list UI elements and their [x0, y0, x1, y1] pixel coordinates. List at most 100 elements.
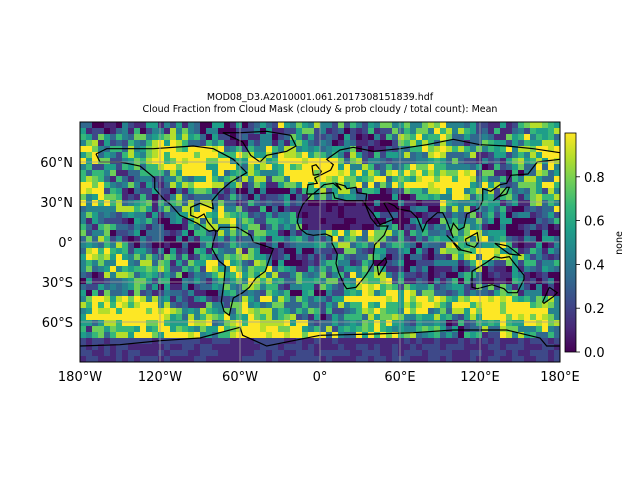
cloud-cell	[332, 206, 338, 212]
cloud-cell	[164, 284, 170, 290]
cloud-cell	[92, 200, 98, 206]
cloud-cell	[458, 332, 464, 338]
cloud-cell	[464, 164, 470, 170]
cloud-cell	[422, 164, 428, 170]
cloud-cell	[326, 290, 332, 296]
cloud-cell	[200, 344, 206, 350]
cloud-cell	[158, 344, 164, 350]
cloud-cell	[260, 188, 266, 194]
cloud-cell	[536, 284, 542, 290]
cloud-cell	[548, 302, 554, 308]
cloud-cell	[374, 146, 380, 152]
cloud-cell	[434, 212, 440, 218]
cloud-cell	[326, 314, 332, 320]
cloud-cell	[272, 242, 278, 248]
cloud-cell	[182, 254, 188, 260]
cloud-cell	[266, 218, 272, 224]
cloud-cell	[194, 218, 200, 224]
cloud-cell	[110, 206, 116, 212]
cloud-cell	[428, 194, 434, 200]
cloud-cell	[326, 356, 332, 362]
cloud-cell	[146, 188, 152, 194]
cloud-cell	[362, 290, 368, 296]
cloud-cell	[104, 320, 110, 326]
cloud-cell	[434, 128, 440, 134]
cloud-cell	[470, 296, 476, 302]
cloud-cell	[536, 320, 542, 326]
cloud-cell	[476, 266, 482, 272]
cloud-cell	[200, 314, 206, 320]
cloud-cell	[110, 200, 116, 206]
cloud-cell	[128, 224, 134, 230]
cloud-cell	[164, 326, 170, 332]
cloud-cell	[356, 236, 362, 242]
cloud-cell	[170, 290, 176, 296]
cloud-cell	[518, 218, 524, 224]
cloud-fraction-field	[80, 122, 560, 362]
cloud-cell	[110, 344, 116, 350]
cloud-cell	[218, 134, 224, 140]
cloud-cell	[146, 254, 152, 260]
cloud-cell	[368, 296, 374, 302]
cloud-cell	[218, 140, 224, 146]
cloud-cell	[236, 326, 242, 332]
cloud-cell	[344, 326, 350, 332]
cloud-cell	[188, 188, 194, 194]
cloud-cell	[374, 170, 380, 176]
cloud-cell	[512, 266, 518, 272]
cloud-cell	[164, 350, 170, 356]
cloud-cell	[158, 272, 164, 278]
cloud-cell	[542, 170, 548, 176]
cloud-cell	[542, 254, 548, 260]
cloud-cell	[212, 290, 218, 296]
cloud-cell	[194, 164, 200, 170]
cloud-cell	[326, 272, 332, 278]
cloud-cell	[356, 296, 362, 302]
cloud-cell	[80, 158, 86, 164]
cloud-cell	[104, 164, 110, 170]
cloud-cell	[86, 152, 92, 158]
cloud-cell	[422, 338, 428, 344]
cloud-cell	[98, 236, 104, 242]
cloud-cell	[338, 350, 344, 356]
cloud-cell	[260, 164, 266, 170]
cloud-cell	[284, 122, 290, 128]
cloud-cell	[530, 128, 536, 134]
cloud-cell	[458, 308, 464, 314]
cloud-cell	[188, 266, 194, 272]
cloud-cell	[554, 152, 560, 158]
cloud-cell	[416, 344, 422, 350]
cloud-cell	[452, 230, 458, 236]
cloud-cell	[458, 302, 464, 308]
cloud-cell	[206, 248, 212, 254]
cloud-cell	[272, 218, 278, 224]
cloud-cell	[110, 188, 116, 194]
cloud-cell	[206, 344, 212, 350]
cloud-cell	[164, 314, 170, 320]
cloud-cell	[116, 236, 122, 242]
cloud-cell	[92, 206, 98, 212]
cloud-cell	[212, 242, 218, 248]
cloud-cell	[398, 260, 404, 266]
cloud-cell	[290, 260, 296, 266]
cloud-cell	[530, 224, 536, 230]
cloud-cell	[452, 170, 458, 176]
cloud-cell	[512, 146, 518, 152]
cloud-cell	[350, 164, 356, 170]
cloud-cell	[254, 152, 260, 158]
cloud-cell	[338, 128, 344, 134]
cloud-cell	[254, 140, 260, 146]
cloud-cell	[134, 308, 140, 314]
cloud-cell	[410, 188, 416, 194]
cloud-cell	[98, 134, 104, 140]
cloud-cell	[254, 242, 260, 248]
cloud-cell	[338, 338, 344, 344]
cloud-cell	[500, 158, 506, 164]
cloud-cell	[98, 344, 104, 350]
cloud-cell	[380, 230, 386, 236]
cloud-cell	[218, 230, 224, 236]
cloud-cell	[398, 194, 404, 200]
cloud-cell	[434, 230, 440, 236]
cloud-cell	[242, 284, 248, 290]
